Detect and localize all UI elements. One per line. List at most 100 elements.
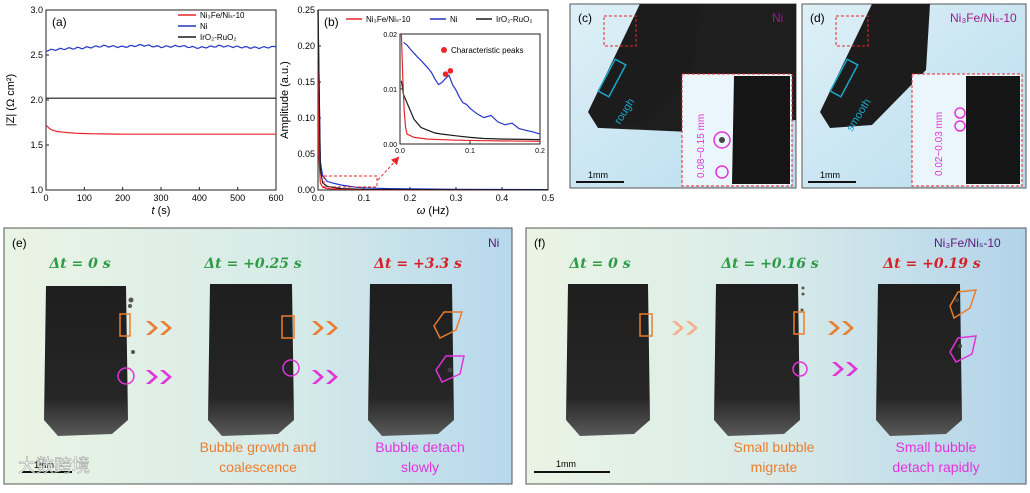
panel-a-label: (a) bbox=[52, 15, 67, 29]
circle-e1 bbox=[117, 367, 135, 385]
bubble-f2a bbox=[801, 286, 805, 290]
y-tick-label: 0.00 bbox=[297, 185, 315, 195]
x-tick-label: 400 bbox=[192, 193, 207, 203]
panel-f-label: (f) bbox=[534, 236, 545, 250]
zoom-electrode-c bbox=[732, 76, 790, 184]
box-f3 bbox=[949, 289, 978, 320]
caption-f1-line2: migrate bbox=[751, 459, 798, 475]
zoom-box-d bbox=[835, 15, 869, 47]
plot-a-legend: Ni₃Fe/Niₛ-10 Ni IrO₂-RuO₂ bbox=[178, 11, 245, 42]
x-tick-label: 0.4 bbox=[496, 193, 509, 203]
electrode-c-body bbox=[588, 4, 698, 128]
panel-f-material: Ni₃Fe/Niₛ-10 bbox=[934, 236, 1001, 250]
y-tick-label: 1.0 bbox=[30, 185, 43, 195]
characteristic-peak bbox=[447, 68, 454, 74]
bubble-f3a bbox=[955, 298, 959, 302]
panel-c-material: Ni bbox=[772, 11, 783, 25]
panel-d-label: (d) bbox=[810, 11, 825, 25]
panel-c-label: (c) bbox=[578, 11, 592, 25]
y-tick-label: 0.02 bbox=[383, 32, 397, 39]
plot-a-ticks: 0 100 200 300 400 500 600 1.0 1.5 2.0 2.5 3.0 bbox=[30, 5, 283, 203]
x-tick-label: 300 bbox=[153, 193, 168, 203]
bubble-f2b bbox=[801, 292, 805, 296]
bubble-c1 bbox=[719, 137, 725, 143]
region-box-c bbox=[597, 58, 627, 98]
time-f2: Δt = +0.16 s bbox=[720, 256, 819, 272]
time-e1: Δt = 0 s bbox=[48, 256, 110, 272]
inset-ticks: 0.0 0.1 0.2 0.00 0.01 0.02 bbox=[383, 32, 545, 155]
legend-b-ni3fe: Ni₃Fe/Niₛ-10 bbox=[366, 15, 411, 24]
panel-e-label: (e) bbox=[12, 236, 27, 250]
plot-b-xlabel: ω (Hz) bbox=[417, 205, 449, 217]
series-line bbox=[45, 43, 277, 52]
bubble-circle-d2 bbox=[954, 120, 966, 132]
x-tick-label: 0 bbox=[43, 193, 48, 203]
y-tick-label: 0.00 bbox=[383, 142, 397, 149]
plot-a-ylabel: |Z| (Ω cm²) bbox=[5, 74, 17, 126]
bubble-size-c: 0.08~0.15 mm bbox=[696, 114, 707, 178]
electrode-e1 bbox=[44, 286, 128, 436]
plot-a-frame bbox=[45, 9, 277, 191]
x-tick-label: 100 bbox=[77, 193, 92, 203]
plot-b-legend: Ni₃Fe/Niₛ-10 Ni IrO₂-RuO₂ bbox=[346, 15, 532, 24]
series-line bbox=[400, 33, 541, 142]
plot-a-series bbox=[45, 43, 277, 135]
region-box-d bbox=[829, 58, 859, 98]
x-tick-label: 0.1 bbox=[358, 193, 371, 203]
scalebar-label-e: 1mm bbox=[34, 460, 54, 470]
caption-e1-line1: Bubble growth and bbox=[200, 439, 317, 455]
zoom-box-c bbox=[603, 15, 637, 47]
electrode-e2 bbox=[208, 284, 294, 436]
x-tick-label: 500 bbox=[230, 193, 245, 203]
caption-f2-line1: Small bubble bbox=[896, 439, 977, 455]
legend-b-iro2: IrO₂-RuO₂ bbox=[496, 15, 532, 24]
circle-e2 bbox=[282, 359, 300, 377]
panel-c: (c) Ni rough 0.08~0.15 mm 1mm bbox=[569, 3, 797, 189]
panel-d-material: Ni₃Fe/Niₛ-10 bbox=[950, 11, 1017, 25]
panel-f: (f) Ni₃Fe/Niₛ-10 Δt = 0 s Δt = +0.16 s Δ… bbox=[525, 227, 1027, 485]
y-tick-label: 2.5 bbox=[30, 50, 43, 60]
watermark: 大数跨境 bbox=[18, 456, 90, 476]
circle-f2 bbox=[792, 361, 808, 377]
x-tick-label: 0.1 bbox=[465, 148, 475, 155]
x-tick-label: 200 bbox=[115, 193, 130, 203]
y-tick-label: 0.15 bbox=[297, 77, 315, 87]
x-tick-label: 0.2 bbox=[535, 148, 545, 155]
electrode-d bbox=[820, 4, 930, 128]
x-tick-label: 0.5 bbox=[542, 193, 555, 203]
y-tick-label: 0.25 bbox=[297, 5, 315, 15]
x-tick-label: 0.2 bbox=[404, 193, 417, 203]
caption-f1-line1: Small bubble bbox=[734, 439, 815, 455]
time-f3: Δt = +0.19 s bbox=[882, 256, 981, 272]
zoom-electrode-d bbox=[966, 76, 1020, 184]
box-f1 bbox=[639, 313, 653, 337]
panel-e: (e) Ni Δt = 0 s Δt = +0.25 s Δt = +3.3 s… bbox=[3, 227, 513, 485]
bubble-e1b bbox=[128, 304, 132, 308]
arrows-e bbox=[146, 321, 338, 384]
time-f1: Δt = 0 s bbox=[568, 256, 630, 272]
bubble-e1c bbox=[131, 350, 135, 354]
zoom-arrow bbox=[377, 156, 400, 181]
bubble-size-d: 0.02~0.03 mm bbox=[934, 112, 945, 176]
series-line bbox=[403, 41, 541, 135]
plot-a-xlabel: t (s) bbox=[152, 205, 171, 217]
box-e2 bbox=[281, 315, 295, 339]
scalebar-label-c: 1mm bbox=[588, 170, 608, 180]
legend-b-ni: Ni bbox=[450, 15, 458, 24]
electrode-e3 bbox=[368, 284, 454, 436]
legend-a-ni3fe: Ni₃Fe/Niₛ-10 bbox=[200, 11, 245, 20]
circle-f3 bbox=[949, 335, 977, 363]
legend-a-ni: Ni bbox=[200, 22, 208, 31]
box-e3 bbox=[433, 311, 464, 340]
box-e1 bbox=[119, 313, 131, 337]
series-line bbox=[317, 9, 549, 191]
x-tick-label: 0.0 bbox=[395, 148, 405, 155]
inset-series bbox=[400, 33, 541, 142]
circle-e3 bbox=[435, 355, 465, 383]
y-tick-label: 0.05 bbox=[297, 149, 315, 159]
y-tick-label: 0.10 bbox=[297, 113, 315, 123]
legend-peak-marker bbox=[441, 47, 447, 53]
electrode-f1 bbox=[566, 284, 650, 436]
caption-e2-line1: Bubble detach bbox=[375, 439, 465, 455]
